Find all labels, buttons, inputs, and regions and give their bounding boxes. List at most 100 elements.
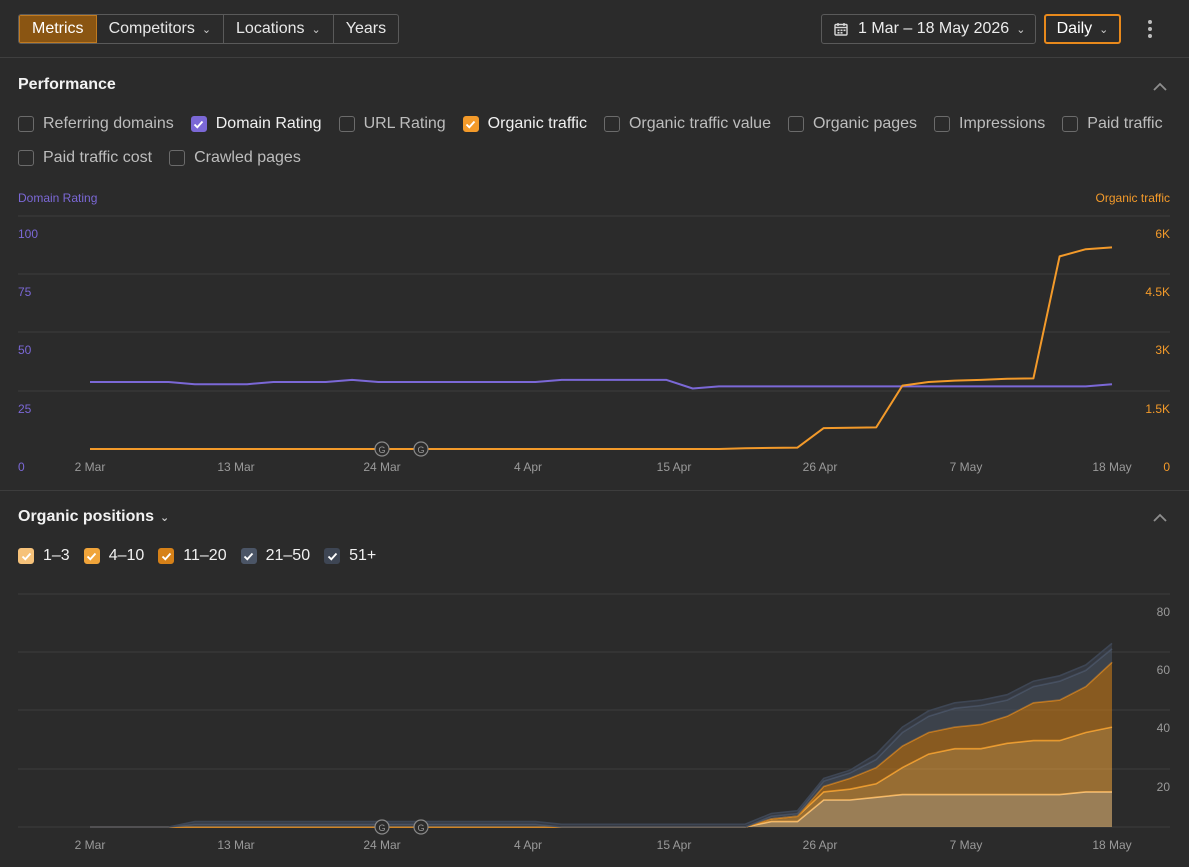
checkbox-paid-traffic-cost[interactable]: Paid traffic cost [18, 149, 152, 167]
checkbox-label: 1–3 [43, 547, 70, 564]
x-tick: 2 Mar [74, 838, 106, 852]
google-update-marker-icon [374, 441, 390, 457]
google-update-marker-label: G [417, 823, 424, 833]
y-tick: 80 [1156, 605, 1170, 619]
chevron-down-icon: ⌄ [1016, 23, 1026, 36]
right-tick: 6K [1155, 227, 1170, 241]
checkbox-position-4-10[interactable]: 4–10 [83, 547, 145, 565]
x-tick: 7 May [949, 460, 983, 474]
x-tick: 13 Mar [217, 460, 255, 474]
metric-checkbox-row-2: Paid traffic cost Crawled pages [18, 149, 318, 167]
tab-competitors[interactable]: Competitors ⌄ [97, 15, 225, 43]
series-line-domain-rating [90, 378, 1113, 390]
chevron-up-icon[interactable] [1150, 80, 1170, 94]
checkbox-impressions[interactable]: Impressions [934, 115, 1045, 133]
chevron-down-icon: ⌄ [160, 512, 170, 524]
checkbox-domain-rating[interactable]: Domain Rating [190, 115, 322, 133]
left-tick: 0 [18, 460, 25, 474]
more-options-icon[interactable] [1140, 18, 1160, 40]
checkbox-label: Organic pages [812, 115, 918, 132]
checkmark-icon [194, 120, 204, 129]
checkbox-position-51-plus[interactable]: 51+ [324, 547, 376, 565]
checkbox-organic-traffic[interactable]: Organic traffic [462, 115, 587, 133]
tab-label: Metrics [32, 20, 84, 37]
organic-positions-title: Organic positions [18, 508, 155, 525]
google-update-marker-icon [413, 819, 429, 835]
checkbox-label: Referring domains [43, 115, 174, 132]
x-tick: 26 Apr [802, 460, 838, 474]
tab-label: Competitors [108, 20, 195, 37]
performance-title: Performance [18, 76, 116, 93]
tab-locations[interactable]: Locations ⌄ [224, 15, 334, 43]
x-tick: 4 Apr [513, 838, 543, 852]
checkbox-label: 4–10 [108, 547, 145, 564]
google-update-marker-label: G [417, 445, 424, 455]
checkbox-position-1-3[interactable]: 1–3 [18, 547, 70, 565]
chevron-down-icon: ⌄ [201, 23, 212, 36]
checkbox-referring-domains[interactable]: Referring domains [18, 115, 174, 133]
granularity-dropdown[interactable]: Daily ⌄ [1044, 14, 1121, 44]
checkbox-box [240, 548, 257, 564]
chevron-down-icon: ⌄ [311, 23, 321, 36]
right-tick: 4.5K [1145, 285, 1170, 299]
checkbox-box [603, 116, 620, 132]
checkbox-label: Paid traffic [1087, 115, 1163, 132]
granularity-label: Daily [1056, 20, 1093, 37]
top-toolbar: Metrics Competitors ⌄ Locations ⌄ Years 1 … [0, 0, 1189, 58]
checkbox-label: 11–20 [183, 547, 227, 564]
checkbox-position-11-20[interactable]: 11–20 [158, 547, 227, 565]
x-tick: 4 Apr [513, 460, 543, 474]
organic-positions-dropdown[interactable]: Organic positions ⌄ [18, 508, 169, 526]
metric-checkbox-row-1: Referring domains Domain Rating URL Rati… [18, 115, 1180, 133]
tab-years[interactable]: Years [334, 15, 398, 43]
checkbox-organic-traffic-value[interactable]: Organic traffic value [603, 115, 771, 133]
checkbox-url-rating[interactable]: URL Rating [338, 115, 446, 133]
checkbox-box [169, 150, 186, 166]
area-band-21–50 [90, 648, 1112, 827]
checkbox-box [190, 116, 207, 132]
checkbox-box [18, 548, 34, 564]
checkbox-label: 21–50 [265, 547, 311, 564]
date-range-picker[interactable]: 1 Mar – 18 May 2026 ⌄ [821, 14, 1036, 44]
date-range-label: 1 Mar – 18 May 2026 [858, 20, 1010, 37]
checkbox-organic-pages[interactable]: Organic pages [787, 115, 918, 133]
google-update-marker-label: G [378, 445, 385, 455]
x-tick: 18 May [1092, 838, 1132, 852]
google-update-marker-icon [413, 441, 429, 457]
checkbox-paid-traffic[interactable]: Paid traffic [1062, 115, 1163, 133]
checkmark-icon [161, 552, 172, 561]
right-tick: 1.5K [1145, 402, 1170, 416]
checkbox-box [462, 116, 479, 132]
x-tick: 15 Apr [656, 838, 692, 852]
checkbox-box [83, 548, 100, 564]
y-tick: 40 [1156, 721, 1170, 735]
report-tabs: Metrics Competitors ⌄ Locations ⌄ Years [18, 14, 400, 44]
checkbox-box [934, 116, 951, 132]
y-tick: 20 [1156, 780, 1170, 794]
left-axis-title: Domain Rating [18, 191, 98, 205]
area-band-4–10 [90, 727, 1112, 827]
checkbox-label: Impressions [959, 115, 1046, 132]
section-divider [0, 490, 1189, 491]
x-tick: 18 May [1092, 460, 1132, 474]
chevron-up-icon[interactable] [1150, 511, 1170, 525]
tab-metrics[interactable]: Metrics [19, 15, 97, 43]
left-tick: 50 [18, 343, 32, 357]
x-tick: 15 Apr [656, 460, 692, 474]
left-tick: 75 [18, 285, 32, 299]
left-tick: 25 [18, 402, 32, 416]
checkbox-label: Organic traffic [487, 115, 587, 132]
checkmark-icon [243, 552, 254, 561]
y-tick: 60 [1156, 663, 1170, 677]
checkbox-box [324, 548, 341, 564]
checkbox-box [338, 116, 355, 132]
checkbox-position-21-50[interactable]: 21–50 [240, 547, 311, 565]
checkmark-icon [21, 552, 31, 561]
checkbox-label: 51+ [349, 547, 377, 564]
checkbox-crawled-pages[interactable]: Crawled pages [169, 149, 301, 167]
x-tick: 2 Mar [74, 460, 106, 474]
checkmark-icon [87, 552, 97, 561]
chevron-down-icon: ⌄ [1099, 23, 1109, 36]
